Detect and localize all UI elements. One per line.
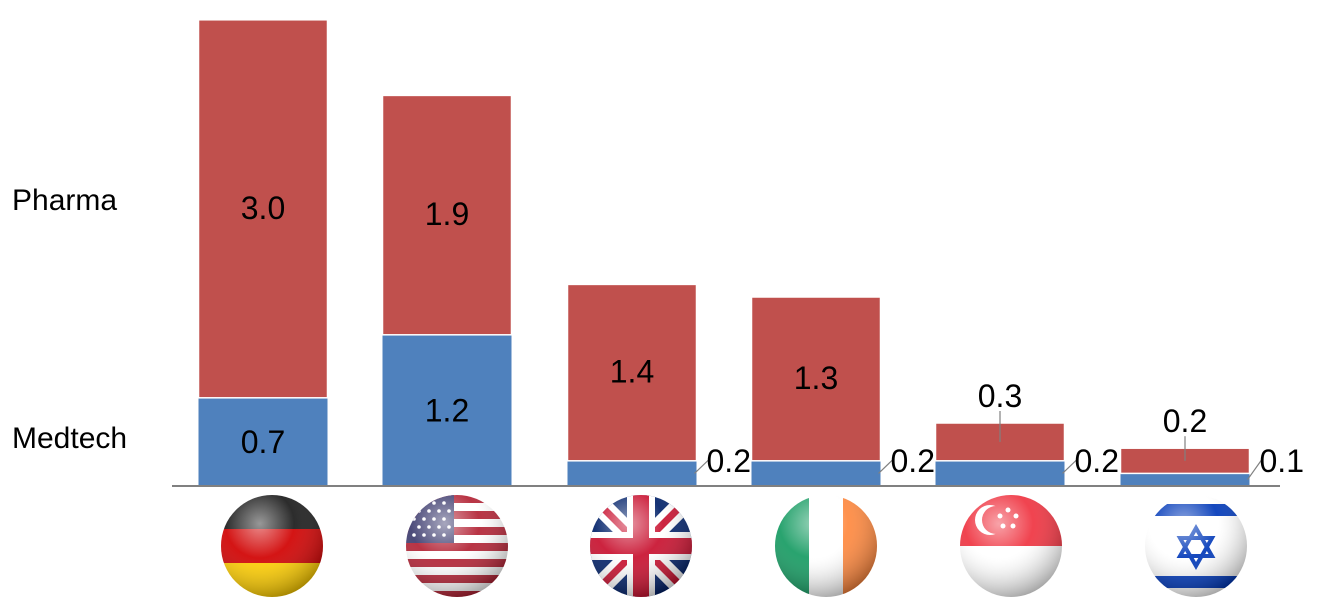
bar-pharma-ireland [750, 296, 882, 462]
usa-flag-icon [406, 495, 508, 597]
bar-medtech-ireland [751, 460, 881, 486]
legend-label-pharma: Pharma [12, 184, 117, 217]
bar-medtech-singapore [935, 460, 1065, 486]
leader-line-medtech-israel [1247, 459, 1262, 481]
bar-medtech-germany [198, 397, 328, 486]
leader-line-medtech-ireland [878, 459, 893, 474]
data-label-pharma-united-kingdom: 1.4 [610, 354, 654, 390]
leader-line-medtech-united-kingdom [694, 459, 709, 474]
data-label-pharma-ireland: 1.3 [794, 360, 838, 396]
bar-pharma-germany [197, 19, 329, 399]
bar-pharma-united-kingdom [566, 283, 698, 462]
ireland-flag-icon [775, 495, 877, 597]
data-label-pharma-israel: 0.2 [1163, 403, 1207, 439]
uk-flag-icon [590, 495, 692, 597]
data-labels: 0.7 3.0 1.2 1.9 0.2 1.4 0.2 1.3 0.2 0.3 0.1 0.2 [241, 190, 1304, 479]
bar-medtech-israel [1120, 473, 1250, 486]
data-label-medtech-united-states: 1.2 [425, 392, 469, 428]
data-label-pharma-united-states: 1.9 [425, 196, 469, 232]
data-label-pharma-singapore: 0.3 [978, 378, 1022, 414]
data-label-medtech-united-kingdom: 0.2 [707, 443, 751, 479]
bar-pharma-united-states [381, 94, 513, 336]
data-label-medtech-israel: 0.1 [1260, 443, 1304, 479]
data-label-medtech-singapore: 0.2 [1075, 443, 1119, 479]
legend-label-medtech: Medtech [12, 422, 127, 455]
israel-flag-icon [1145, 495, 1247, 597]
data-label-medtech-germany: 0.7 [241, 424, 285, 460]
leader-line-medtech-singapore [1062, 459, 1077, 474]
leader-lines [694, 411, 1262, 481]
data-label-pharma-germany: 3.0 [241, 190, 285, 226]
data-label-medtech-ireland: 0.2 [891, 443, 935, 479]
bar-medtech-united-states [382, 334, 512, 486]
germany-flag-icon [221, 495, 323, 597]
bars-layer [197, 19, 1251, 486]
bar-medtech-united-kingdom [567, 460, 697, 486]
singapore-flag-icon [960, 495, 1062, 597]
